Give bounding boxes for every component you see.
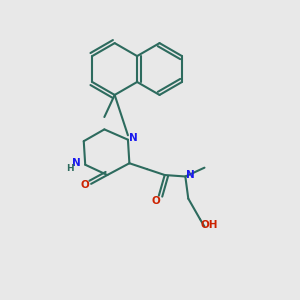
- Text: N: N: [129, 133, 138, 143]
- Text: O: O: [152, 196, 160, 206]
- Text: OH: OH: [200, 220, 218, 230]
- Text: O: O: [81, 180, 90, 190]
- Text: N: N: [186, 170, 195, 180]
- Text: N: N: [72, 158, 81, 168]
- Text: H: H: [66, 164, 74, 173]
